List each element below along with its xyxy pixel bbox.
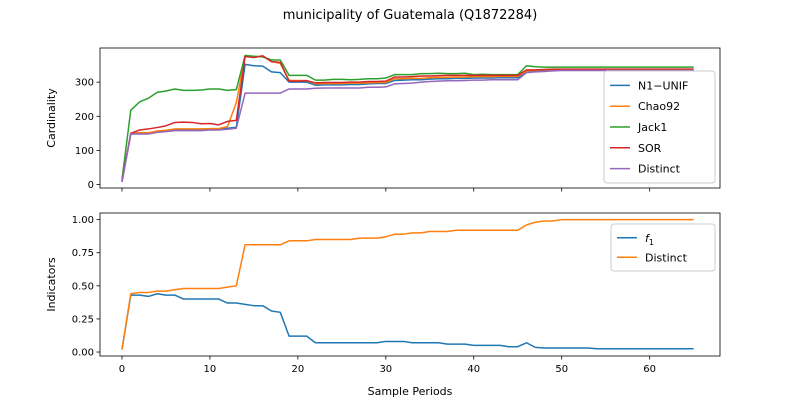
x-tick-label: 30 [379,364,392,375]
y-tick-label: 0.75 [72,248,94,259]
series-line-jack1 [121,54,694,180]
legend: f1 Distinct [610,223,716,272]
series-lines [121,218,694,350]
series-lines [121,54,694,182]
x-tick-label: 40 [467,364,480,375]
y-tick-label: 0.50 [72,281,94,292]
series-line-sor [121,55,694,182]
x-tick-label: 10 [204,364,217,375]
x-tick-label: 20 [292,364,305,375]
series-line-distinct [121,69,694,182]
axes-frame [99,47,721,189]
x-axis-label: Sample Periods [368,385,453,398]
series-line-distinct [121,218,694,350]
indicators-panel: 0.00 0.25 0.50 0.75 1.00 0 10 20 30 40 50 60 Indicat… [45,212,721,375]
y-axis-label: Indicators [45,257,58,312]
y-tick-label: 0 [88,180,94,191]
legend-label: N1−UNIF [638,79,688,92]
y-tick-label: 0.25 [72,314,94,325]
legend: N1−UNIF Chao92 Jack1 SOR Distinct [603,70,716,184]
x-tick-label: 50 [555,364,568,375]
x-tick-label: 60 [643,364,656,375]
x-tick-label: 0 [119,364,125,375]
legend-box [603,70,716,184]
axes-frame [99,212,721,357]
legend-label: f1 [645,232,654,247]
legend-label: SOR [638,142,662,155]
y-tick-label: 200 [75,112,94,123]
chart-title: municipality of Guatemala (Q1872284) [283,8,538,23]
y-tick-label: 0.00 [72,348,94,359]
legend-box [610,223,716,272]
legend-label: Distinct [638,163,681,176]
legend-label: Chao92 [638,100,680,113]
y-tick-label: 300 [75,78,94,89]
series-line-f [121,293,694,350]
y-tick-label: 100 [75,146,94,157]
cardinality-panel: 0 100 200 300 Cardinality N1−UNIF Chao92 Jack1 S… [45,47,721,192]
legend-label: Jack1 [637,121,667,134]
y-tick-label: 1.00 [72,215,94,226]
y-axis-label: Cardinality [45,88,58,148]
legend-label: Distinct [645,251,688,264]
